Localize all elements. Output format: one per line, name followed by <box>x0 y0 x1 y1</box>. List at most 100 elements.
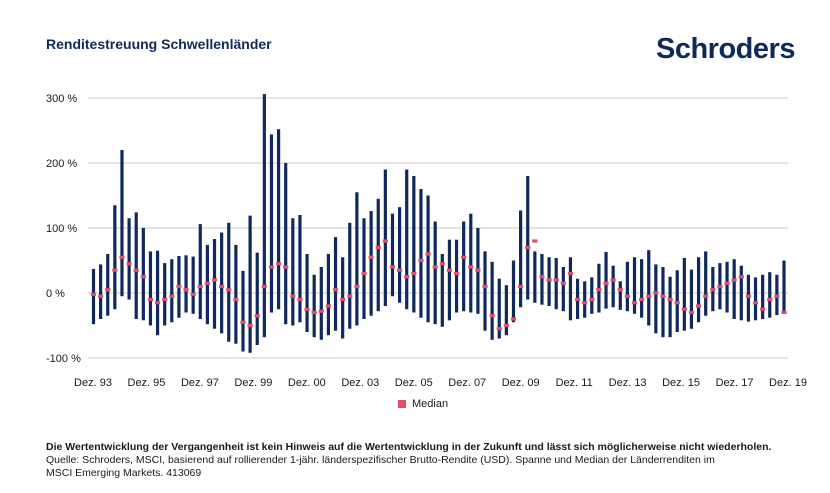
range-bar <box>682 257 686 331</box>
range-bar <box>504 285 508 336</box>
range-bar <box>483 251 487 331</box>
range-bar <box>426 195 430 323</box>
range-bar <box>248 215 252 353</box>
range-bar <box>369 211 373 316</box>
median-marker <box>446 268 453 272</box>
x-tick-label: Dez. 99 <box>234 377 272 389</box>
median-marker <box>539 275 545 279</box>
median-marker <box>439 262 445 266</box>
range-bar <box>362 218 366 319</box>
range-bar <box>761 274 765 319</box>
disclaimer: Die Wertentwicklung der Vergangenheit is… <box>46 441 772 453</box>
median-marker <box>226 288 232 292</box>
range-bar <box>590 277 594 314</box>
range-bar <box>305 254 309 332</box>
median-marker <box>105 288 111 292</box>
median-marker <box>589 297 595 302</box>
range-bar <box>355 192 359 326</box>
median-marker <box>567 271 574 276</box>
range-bar <box>390 213 395 297</box>
median-marker <box>290 294 296 298</box>
x-tick-label: Dez. 05 <box>395 377 433 389</box>
range-bar <box>604 252 608 309</box>
median-marker <box>510 317 517 321</box>
y-tick-label: 300 % <box>46 93 77 105</box>
range-bar <box>155 250 160 336</box>
range-bar <box>170 259 174 323</box>
median-marker <box>767 297 773 302</box>
x-tick-label: Dez. 97 <box>181 377 219 389</box>
range-bar <box>348 222 352 329</box>
range-bar <box>397 207 402 303</box>
median-marker <box>375 245 381 250</box>
range-bar <box>191 256 195 314</box>
median-marker <box>204 281 210 285</box>
median-marker <box>396 268 403 272</box>
median-marker <box>354 284 360 289</box>
median-marker <box>660 294 666 298</box>
legend-median-label: Median <box>412 398 449 410</box>
x-tick-label: Dez. 07 <box>448 377 486 389</box>
range-bar <box>120 150 124 297</box>
median-marker <box>525 245 531 250</box>
range-bar <box>106 254 110 316</box>
range-bar <box>184 255 188 313</box>
x-tick-label: Dez. 95 <box>128 377 166 389</box>
median-marker <box>596 288 602 292</box>
median-marker <box>311 310 317 315</box>
median-marker <box>781 310 787 315</box>
range-bar <box>148 251 153 326</box>
median-marker <box>518 284 524 289</box>
median-marker <box>703 294 709 298</box>
range-bar <box>333 237 338 331</box>
range-bar <box>490 261 494 340</box>
range-bar <box>234 244 238 344</box>
median-marker <box>745 294 752 298</box>
median-marker <box>190 292 196 296</box>
range-bar <box>533 251 537 303</box>
median-marker <box>304 307 310 311</box>
median-marker <box>603 281 609 285</box>
x-tick-label: Dez. 00 <box>288 377 326 389</box>
range-bar <box>725 261 729 313</box>
median-marker <box>119 255 125 259</box>
median-marker <box>731 278 737 282</box>
range-bar <box>689 269 694 329</box>
range-bar <box>212 239 217 329</box>
range-bar <box>405 169 409 310</box>
median-marker <box>631 301 638 305</box>
y-tick-label: -100 % <box>46 353 81 365</box>
range-bar <box>447 239 452 321</box>
range-bar <box>696 257 701 323</box>
median-marker <box>268 265 275 269</box>
range-bar <box>269 134 274 313</box>
y-tick-label: 0 % <box>46 288 65 300</box>
median-marker <box>688 310 695 315</box>
range-bar <box>255 252 259 345</box>
y-tick-label: 200 % <box>46 158 77 170</box>
median-marker <box>233 297 239 302</box>
median-marker <box>624 294 630 298</box>
median-marker <box>482 284 488 289</box>
median-marker <box>154 301 161 305</box>
median-marker <box>667 297 673 302</box>
range-bar <box>312 274 316 338</box>
median-marker <box>453 271 460 276</box>
median-marker <box>297 297 303 302</box>
median-marker <box>275 262 282 266</box>
range-bar <box>618 281 622 310</box>
x-tick-label: Dez. 93 <box>74 377 112 389</box>
median-marker <box>340 297 346 302</box>
x-tick-label: Dez. 13 <box>609 377 647 389</box>
x-tick-label: Dez. 09 <box>502 377 540 389</box>
range-bar <box>454 239 459 313</box>
range-bar <box>746 274 751 322</box>
median-marker <box>461 255 467 259</box>
median-marker <box>503 323 509 328</box>
range-bar <box>654 264 658 334</box>
range-bar <box>284 163 288 325</box>
range-bar <box>127 218 131 300</box>
median-marker <box>318 309 324 313</box>
median-marker <box>98 294 104 298</box>
median-marker <box>582 301 588 305</box>
